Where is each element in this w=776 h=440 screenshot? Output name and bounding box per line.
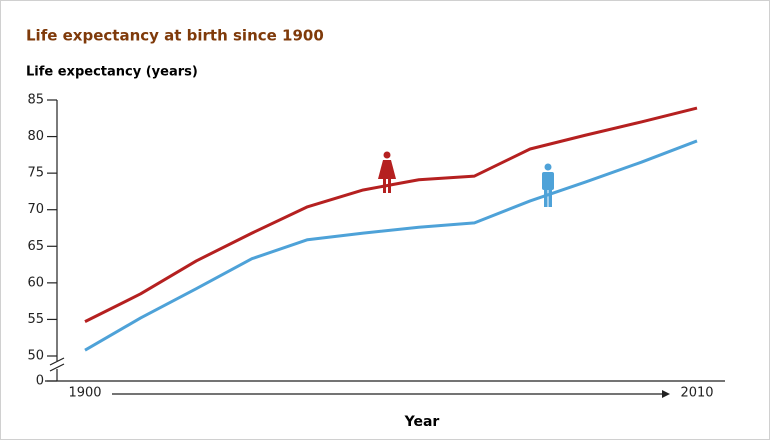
y-tick-label: 85 xyxy=(27,93,44,108)
arrow-head xyxy=(662,390,670,398)
y-tick-label: 65 xyxy=(27,239,44,254)
male-icon xyxy=(542,163,554,207)
y-tick-label: 0 xyxy=(36,374,44,389)
y-tick-label: 70 xyxy=(27,202,44,217)
y-tick-label: 80 xyxy=(27,129,44,144)
x-axis-label: Year xyxy=(404,414,440,430)
line xyxy=(84,139,698,352)
y-tick-label: 55 xyxy=(27,312,44,327)
x-tick-label: 2010 xyxy=(680,386,713,401)
line xyxy=(84,106,698,323)
y-tick-label: 60 xyxy=(27,275,44,290)
y-tick-label: 75 xyxy=(27,166,44,181)
y-axis-label: Life expectancy (years) xyxy=(26,65,198,80)
axes xyxy=(45,100,725,395)
chart-title: Life expectancy at birth since 1900 xyxy=(26,27,324,45)
y-tick-label: 50 xyxy=(27,349,44,364)
x-tick-label: 1900 xyxy=(68,386,101,401)
